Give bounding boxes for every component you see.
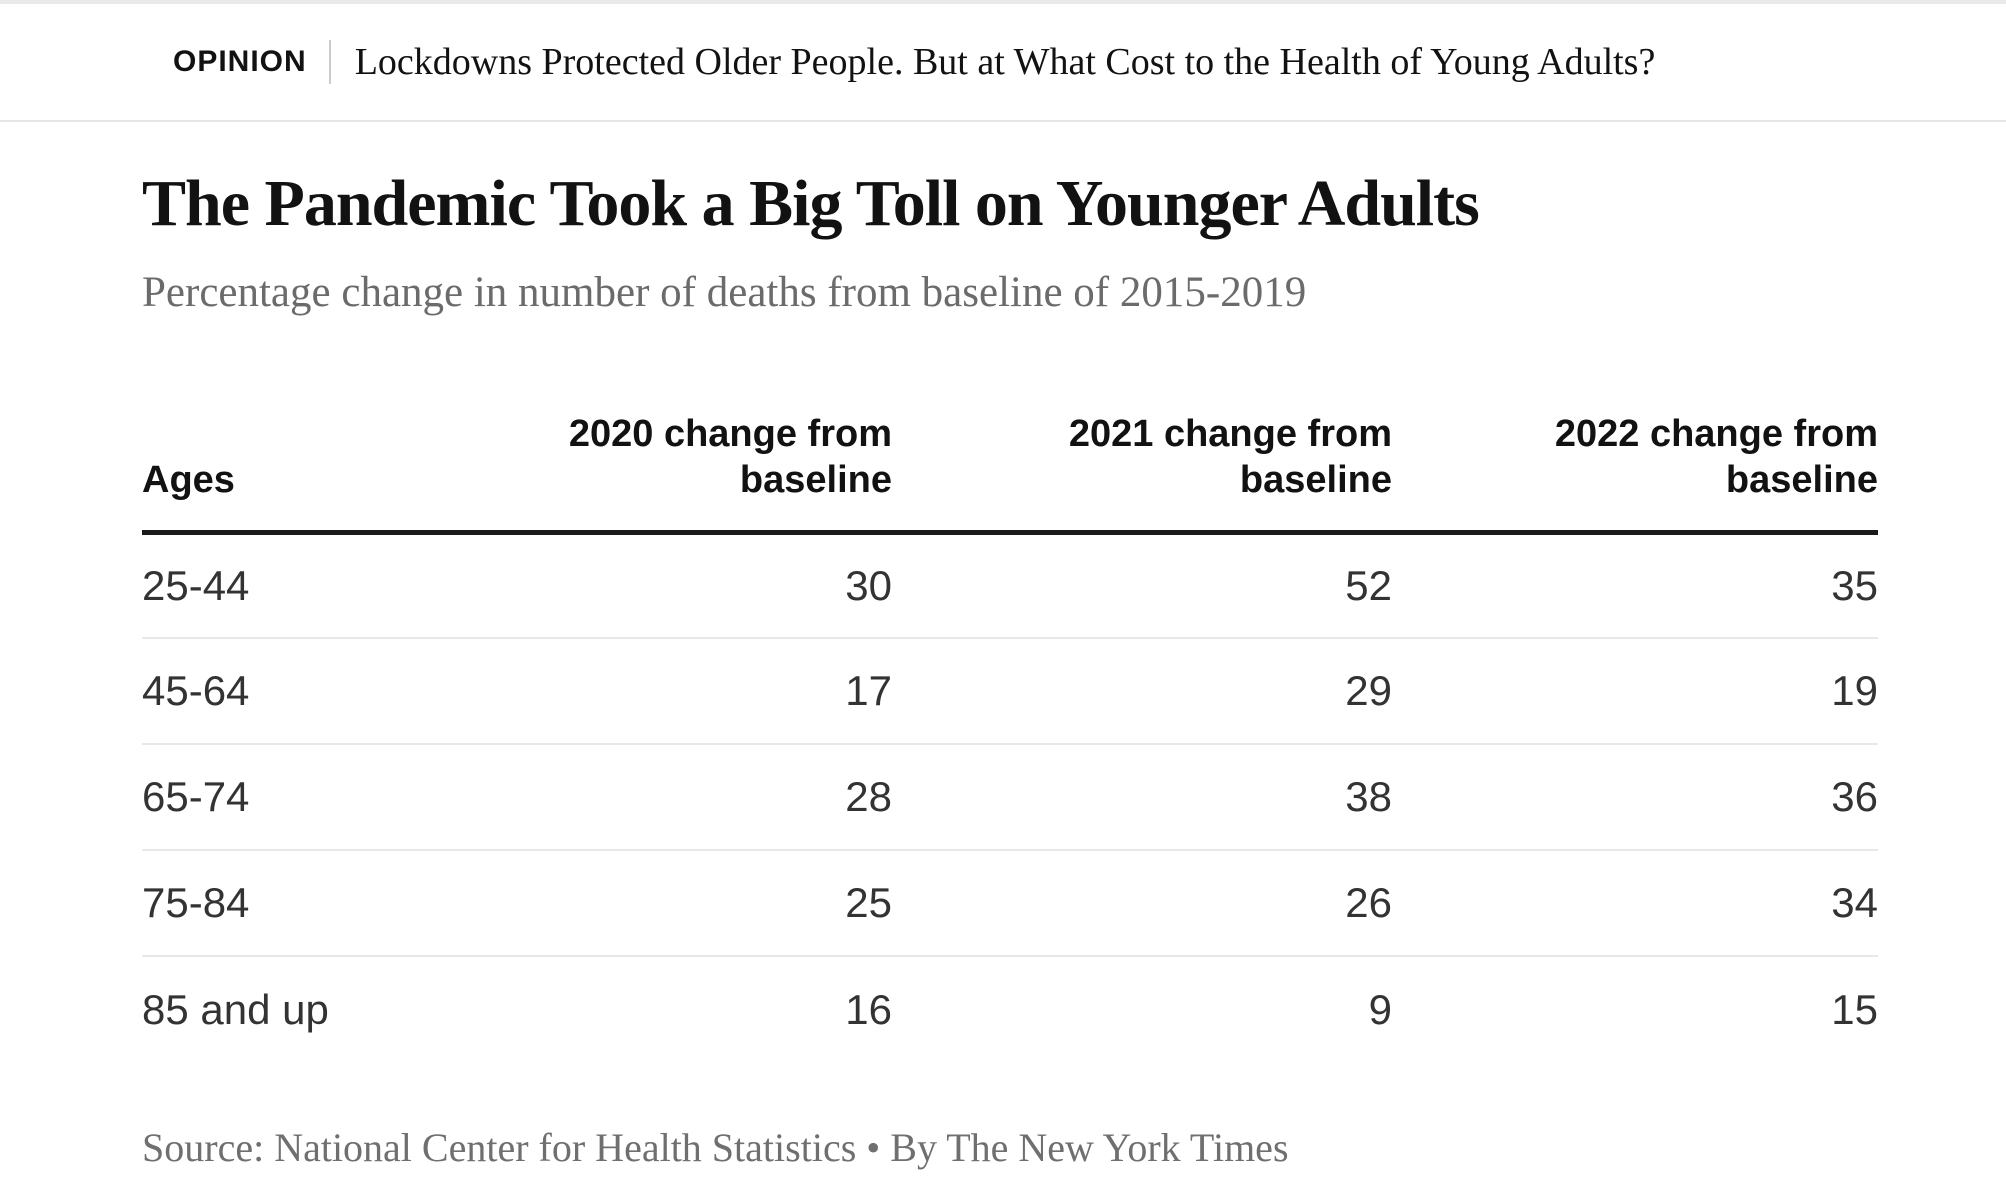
value-cell: 36 <box>1392 744 1878 852</box>
column-header-2020: 2020 change from baseline <box>392 410 892 535</box>
chart-subtitle: Percentage change in number of deaths fr… <box>142 269 1307 317</box>
age-cell: 45-64 <box>142 638 392 746</box>
section-label[interactable]: OPINION <box>173 45 307 78</box>
value-cell: 28 <box>392 744 892 852</box>
age-cell: 65-74 <box>142 744 392 852</box>
table-row: 45-64 17 29 19 <box>142 638 1878 746</box>
chart-container: The Pandemic Took a Big Toll on Younger … <box>0 168 2006 1171</box>
article-header: OPINION Lockdowns Protected Older People… <box>0 4 2006 122</box>
column-header-ages: Ages <box>142 410 392 535</box>
kicker-divider <box>328 40 331 84</box>
top-border <box>0 0 2006 4</box>
value-cell: 15 <box>1831 985 1878 1033</box>
age-cell: 25-44 <box>142 532 392 640</box>
table-row: 75-84 25 26 34 <box>142 850 1878 958</box>
column-header-line: baseline <box>1725 459 1878 502</box>
table-row: 85 and up 16 9 15 <box>142 956 1878 1062</box>
value-cell: 38 <box>892 744 1392 852</box>
value-cell: 35 <box>1392 532 1878 640</box>
value-cell: 30 <box>392 532 892 640</box>
value-cell: 26 <box>892 850 1392 958</box>
column-header-2022: 2022 change from baseline <box>1392 410 1878 535</box>
chart-title: The Pandemic Took a Big Toll on Younger … <box>142 167 1480 240</box>
article-headline[interactable]: Lockdowns Protected Older People. But at… <box>354 41 1656 83</box>
age-cell: 85 and up <box>142 985 329 1033</box>
value-cell: 19 <box>1392 638 1878 746</box>
table-row: 25-44 30 52 35 <box>142 532 1878 640</box>
source-line: Source: National Center for Health Stati… <box>142 1125 1289 1171</box>
column-header-line: 2022 change from <box>1554 412 1878 455</box>
value-cell: 29 <box>892 638 1392 746</box>
column-header-line: 2020 change from <box>568 412 892 455</box>
page: OPINION Lockdowns Protected Older People… <box>0 0 2006 1171</box>
value-cell: 52 <box>892 532 1392 640</box>
value-cell: 17 <box>392 638 892 746</box>
data-table: Ages 2020 change from baseline 2021 chan… <box>142 410 1878 1062</box>
column-header-line: baseline <box>739 459 892 502</box>
table-row: 65-74 28 38 36 <box>142 744 1878 852</box>
age-cell: 75-84 <box>142 850 392 958</box>
value-cell: 34 <box>1392 850 1878 958</box>
column-header-line: baseline <box>1239 459 1392 502</box>
column-header-line: 2021 change from <box>1068 412 1392 455</box>
value-cell: 9 <box>1368 985 1392 1033</box>
value-cell: 16 <box>845 985 892 1033</box>
table-header-row: Ages 2020 change from baseline 2021 chan… <box>142 410 1878 535</box>
column-header-2021: 2021 change from baseline <box>892 410 1392 535</box>
value-cell: 25 <box>392 850 892 958</box>
